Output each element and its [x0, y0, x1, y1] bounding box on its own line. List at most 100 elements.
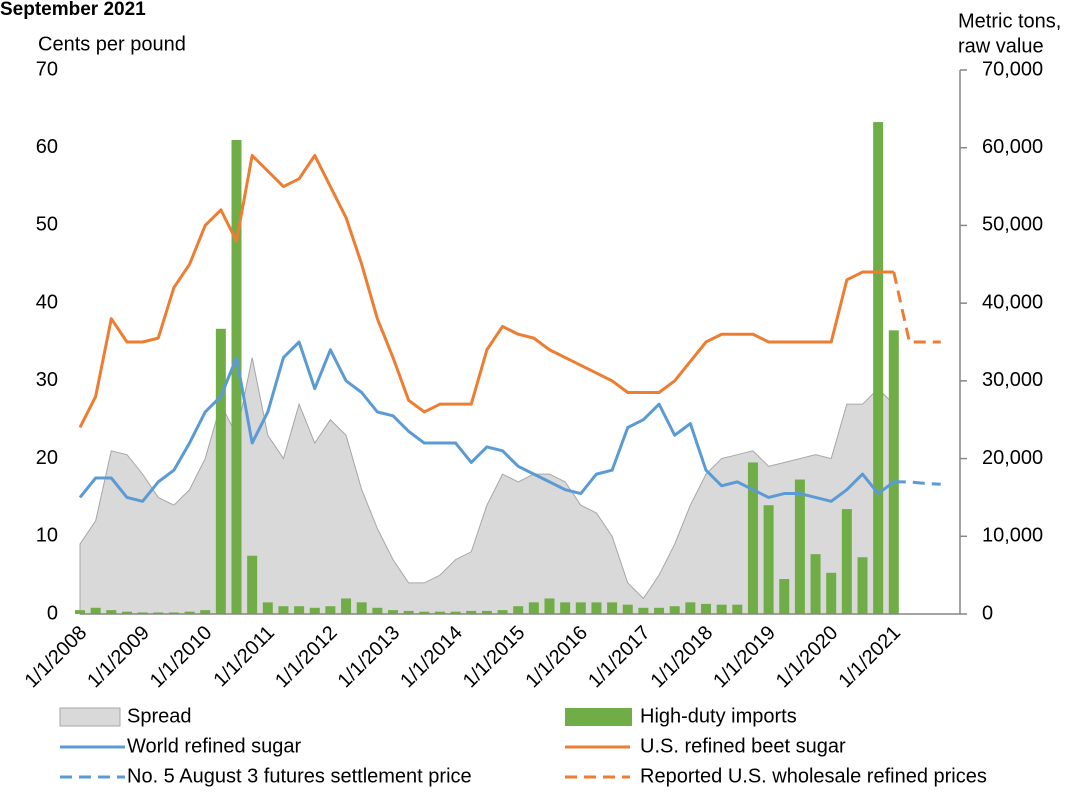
y-tick-label: 70	[36, 58, 58, 80]
bar	[669, 606, 680, 614]
legend-label: Spread	[127, 705, 192, 727]
bar	[857, 557, 868, 614]
bar	[403, 610, 414, 614]
y2-tick-label: 40,000	[982, 291, 1043, 313]
x-tick-label: 1/1/2010	[146, 622, 217, 693]
bar	[575, 602, 586, 614]
bar	[90, 607, 101, 614]
bar	[325, 606, 336, 614]
legend-swatch	[565, 708, 632, 726]
y2-tick-label: 60,000	[982, 136, 1043, 158]
bar	[278, 606, 289, 614]
legend-label: Reported U.S. wholesale refined prices	[640, 765, 987, 787]
x-tick-label: 1/1/2014	[396, 622, 467, 693]
y-tick-label: 10	[36, 525, 58, 547]
y-tick-label: 60	[36, 136, 58, 158]
bar	[372, 607, 383, 614]
bar	[309, 607, 320, 614]
x-tick-label: 1/1/2021	[834, 622, 905, 693]
x-tick-label: 1/1/2012	[271, 622, 342, 693]
bar	[200, 610, 211, 614]
bar	[434, 611, 445, 614]
bar	[560, 602, 571, 614]
bar	[513, 606, 524, 614]
bar	[794, 479, 805, 614]
legend-label: No. 5 August 3 futures settlement price	[127, 765, 472, 787]
x-tick-label: 1/1/2016	[521, 622, 592, 693]
bar	[873, 122, 884, 614]
bar	[763, 505, 774, 614]
bar	[497, 610, 508, 614]
bar	[607, 602, 618, 614]
y2-tick-label: 0	[982, 602, 993, 624]
x-tick-label: 1/1/2013	[334, 622, 405, 693]
x-tick-label: 1/1/2020	[772, 622, 843, 693]
x-tick-label: 1/1/2015	[459, 622, 530, 693]
bar	[419, 611, 430, 614]
y2-axis-label: raw value	[958, 35, 1044, 57]
y2-tick-label: 10,000	[982, 525, 1043, 547]
bar	[779, 579, 790, 614]
x-tick-label: 1/1/2011	[210, 622, 280, 692]
bar	[654, 607, 665, 614]
y2-tick-label: 30,000	[982, 369, 1043, 391]
bar	[638, 607, 649, 614]
y-axis-label: Cents per pound	[38, 33, 186, 55]
bar	[231, 139, 242, 614]
bar	[106, 610, 117, 614]
bar	[826, 572, 837, 614]
y2-tick-label: 70,000	[982, 58, 1043, 80]
bar	[184, 611, 195, 614]
bar	[544, 598, 555, 614]
y-tick-label: 20	[36, 447, 58, 469]
line	[78, 153, 894, 429]
dashed-line	[893, 480, 941, 486]
y-tick-label: 0	[47, 602, 58, 624]
line	[78, 340, 895, 503]
chart-title: September 2021	[0, 0, 146, 20]
x-tick-label: 1/1/2009	[83, 622, 154, 693]
bar	[685, 602, 696, 614]
y-tick-label: 50	[36, 214, 58, 236]
bar	[701, 603, 711, 614]
legend-label: U.S. refined beet sugar	[640, 735, 846, 757]
y-tick-label: 40	[36, 291, 58, 313]
bar	[262, 602, 273, 614]
x-tick-label: 1/1/2017	[584, 622, 655, 693]
x-tick-label: 1/1/2008	[21, 622, 92, 693]
bar	[528, 602, 539, 614]
bar	[622, 604, 633, 614]
bar	[747, 462, 758, 614]
y2-axis-label: Metric tons,	[958, 10, 1061, 32]
legend-label: World refined sugar	[127, 735, 302, 757]
y2-tick-label: 50,000	[982, 214, 1043, 236]
x-tick-label: 1/1/2018	[647, 622, 718, 693]
bar	[75, 610, 85, 614]
bar	[356, 602, 367, 614]
bar	[466, 610, 477, 614]
bar	[215, 328, 226, 614]
bar	[450, 611, 461, 614]
bar	[716, 604, 727, 614]
bar	[810, 554, 821, 614]
y-tick-label: 30	[36, 369, 58, 391]
bar	[388, 610, 398, 614]
y2-tick-label: 20,000	[982, 447, 1043, 469]
bar	[591, 602, 602, 614]
bar	[153, 612, 164, 614]
bar	[168, 612, 179, 614]
spread-area	[79, 357, 895, 615]
x-tick-label: 1/1/2019	[709, 622, 780, 693]
bar	[341, 598, 352, 614]
bar	[247, 555, 258, 614]
legend-label: High-duty imports	[640, 705, 797, 727]
legend-swatch	[59, 707, 121, 727]
bar	[481, 610, 492, 614]
bar	[841, 509, 852, 614]
bar	[121, 611, 132, 614]
bar	[137, 612, 148, 614]
dashed-line	[892, 271, 941, 344]
bar	[888, 330, 899, 614]
bar	[732, 604, 743, 614]
